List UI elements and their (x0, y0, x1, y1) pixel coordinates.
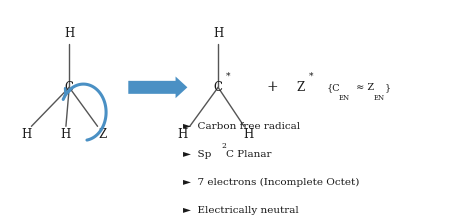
Text: H: H (61, 128, 71, 141)
Text: H: H (213, 27, 223, 40)
Text: Z: Z (98, 128, 107, 141)
Text: H: H (21, 128, 32, 141)
Text: H: H (64, 27, 74, 40)
Text: EN: EN (339, 94, 350, 102)
Text: Z: Z (297, 81, 305, 94)
Text: }: } (384, 83, 391, 92)
Text: C: C (214, 81, 223, 94)
Text: +: + (267, 80, 278, 94)
Text: C: C (65, 81, 74, 94)
Text: 2: 2 (221, 142, 226, 150)
Text: ►  Electrically neutral: ► Electrically neutral (182, 206, 299, 215)
Text: H: H (244, 128, 254, 141)
Text: ►  7 electrons (Incomplete Octet): ► 7 electrons (Incomplete Octet) (182, 178, 359, 187)
Polygon shape (128, 77, 187, 98)
Text: *: * (309, 72, 313, 81)
Text: H: H (178, 128, 188, 141)
Text: ≈ Z: ≈ Z (353, 83, 374, 92)
Text: EN: EN (374, 94, 385, 102)
Text: ►  Carbon free radical: ► Carbon free radical (182, 122, 300, 131)
Text: C Planar: C Planar (226, 150, 272, 159)
Text: *: * (226, 72, 231, 81)
Text: {C: {C (327, 83, 340, 92)
Text: ►  Sp: ► Sp (182, 150, 211, 159)
